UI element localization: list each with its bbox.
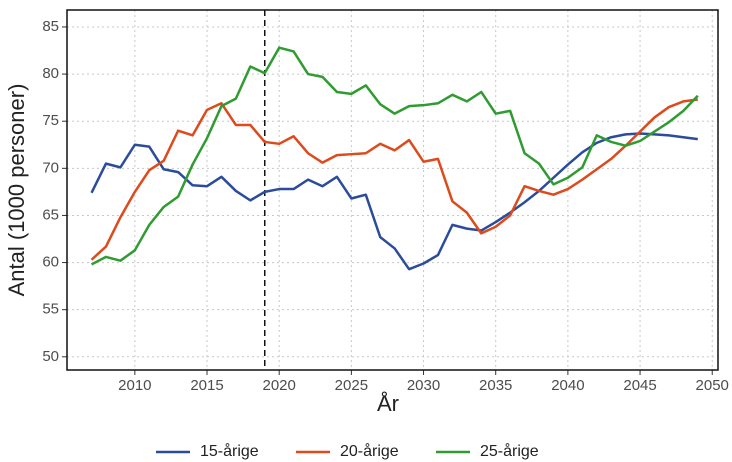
y-tick-label: 50 <box>42 348 59 365</box>
y-tick-label: 75 <box>42 112 59 129</box>
y-tick-label: 65 <box>42 206 59 223</box>
series-line <box>90 98 698 261</box>
series-line <box>90 132 698 271</box>
legend-label: 20-årige <box>340 442 399 460</box>
y-tick-label: 80 <box>42 65 59 82</box>
y-tick-label: 55 <box>42 301 59 318</box>
x-tick-label: 2050 <box>696 377 729 394</box>
x-tick-label: 2035 <box>479 377 512 394</box>
legend-label: 25-årige <box>480 442 539 460</box>
y-tick-label: 85 <box>42 18 59 35</box>
x-tick-label: 2030 <box>407 377 440 394</box>
x-tick-label: 2020 <box>263 377 296 394</box>
plot-border <box>66 9 719 371</box>
legend-label: 15-årige <box>200 442 259 460</box>
x-tick-label: 2045 <box>623 377 656 394</box>
x-tick-label: 2010 <box>118 377 151 394</box>
y-tick-label: 60 <box>42 254 59 271</box>
series-line <box>90 46 699 266</box>
y-axis-label: Antal (1000 personer) <box>4 84 29 297</box>
y-tick-label: 70 <box>42 159 59 176</box>
x-axis-label: År <box>377 391 399 416</box>
x-tick-label: 2025 <box>335 377 368 394</box>
x-tick-label: 2040 <box>551 377 584 394</box>
x-tick-label: 2015 <box>190 377 223 394</box>
